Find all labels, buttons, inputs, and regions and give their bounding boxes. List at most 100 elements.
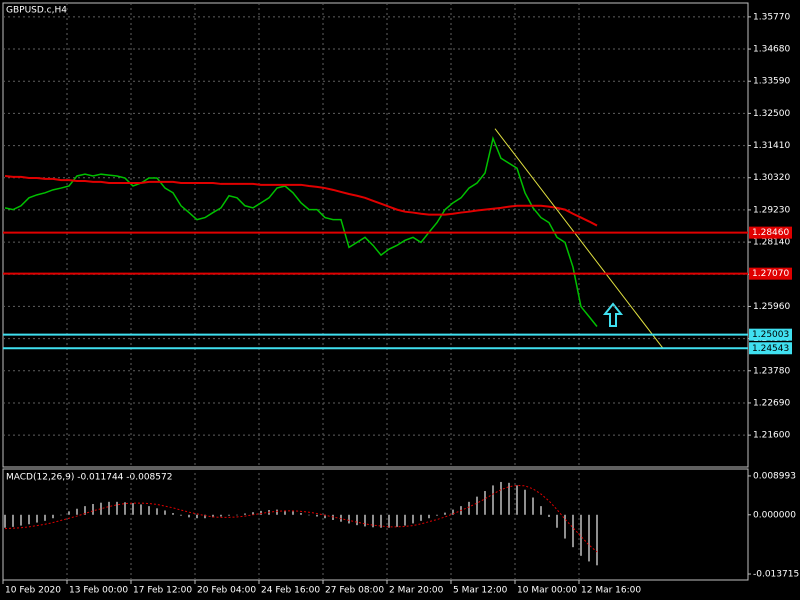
- macd-bar: [4, 514, 6, 528]
- macd-bar: [252, 512, 254, 515]
- x-tick-label: 13 Feb 00:00: [69, 586, 128, 596]
- macd-bar: [156, 508, 158, 515]
- y-tick-label: 0.000000: [753, 510, 796, 520]
- macd-bar: [364, 514, 366, 527]
- macd-bar: [172, 513, 174, 515]
- macd-bar: [588, 514, 590, 562]
- macd-bar: [412, 514, 414, 524]
- macd-title: MACD(12,26,9) -0.011744 -0.008572: [6, 473, 172, 483]
- x-tick-label: 27 Feb 08:00: [325, 586, 384, 596]
- macd-bar: [92, 503, 94, 515]
- x-tick-label: 12 Mar 16:00: [581, 586, 641, 596]
- x-tick-label: 10 Feb 2020: [5, 586, 61, 596]
- y-tick-label: 1.30320: [753, 173, 790, 183]
- buy-arrow: [602, 302, 624, 327]
- macd-bar: [180, 514, 182, 516]
- macd-bar: [220, 514, 222, 517]
- macd-bar: [372, 514, 374, 528]
- trendline: [494, 128, 664, 349]
- macd-bar: [236, 514, 238, 516]
- macd-bar: [564, 514, 566, 539]
- macd-bar: [76, 508, 78, 515]
- macd-bar: [492, 485, 494, 515]
- macd-bar: [324, 514, 326, 519]
- y-tick-label: 1.35770: [753, 12, 790, 22]
- x-tick-label: 24 Feb 16:00: [261, 586, 320, 596]
- macd-bar: [276, 509, 278, 515]
- macd-bar: [396, 514, 398, 527]
- macd-bar: [524, 489, 526, 515]
- y-tick-label: 1.34680: [753, 45, 790, 55]
- macd-bar: [52, 514, 54, 519]
- macd-bar: [140, 504, 142, 515]
- chart-title: GBPUSD.c,H4: [6, 6, 67, 16]
- x-tick-label: 17 Feb 12:00: [133, 586, 192, 596]
- macd-bar: [108, 501, 110, 515]
- macd-bar: [316, 514, 318, 517]
- macd-bar: [292, 511, 294, 515]
- macd-bar: [500, 481, 502, 515]
- macd-bar: [100, 502, 102, 515]
- macd-bar: [452, 509, 454, 515]
- macd-bar: [380, 514, 382, 528]
- macd-bar: [580, 514, 582, 556]
- price-panel: [2, 2, 749, 468]
- macd-bar: [188, 514, 190, 518]
- macd-bar: [60, 514, 62, 516]
- y-tick-label: 1.23780: [753, 366, 790, 376]
- macd-bar: [228, 514, 230, 516]
- x-tick-label: 10 Mar 00:00: [517, 586, 577, 596]
- macd-panel: [2, 468, 749, 581]
- macd-bar: [44, 514, 46, 521]
- macd-bar: [244, 513, 246, 515]
- y-tick-label: 1.28140: [753, 238, 790, 248]
- macd-bar: [308, 514, 310, 516]
- y-tick-label: 1.29230: [753, 205, 790, 215]
- macd-bar: [428, 514, 430, 519]
- level-label-box: [749, 342, 792, 355]
- x-tick-label: 20 Feb 04:00: [197, 586, 256, 596]
- macd-bar: [468, 501, 470, 515]
- macd-bar: [132, 503, 134, 515]
- macd-bar: [20, 514, 22, 526]
- level-label: 1.25003: [752, 330, 789, 340]
- macd-bar: [12, 514, 14, 527]
- macd-bar: [212, 514, 214, 518]
- level-label-box: [749, 328, 792, 341]
- macd-bar: [540, 506, 542, 515]
- macd-bar: [356, 514, 358, 526]
- macd-bar: [260, 510, 262, 515]
- macd-bar: [116, 501, 118, 515]
- y-tick-label: 1.21600: [753, 431, 790, 441]
- price-line: [4, 135, 598, 327]
- y-tick-label: 1.22690: [753, 398, 790, 408]
- macd-bar: [420, 514, 422, 521]
- macd-bar: [444, 512, 446, 515]
- moving-average: [4, 174, 598, 227]
- macd-bar: [204, 514, 206, 519]
- x-tick-label: 5 Mar 12:00: [453, 586, 508, 596]
- x-tick-label: 2 Mar 20:00: [389, 586, 444, 596]
- macd-bar: [436, 514, 438, 516]
- macd-bar: [548, 514, 550, 517]
- macd-bar: [516, 485, 518, 515]
- y-tick-label: 1.33590: [753, 77, 790, 87]
- y-tick-label: 1.31410: [753, 141, 790, 151]
- level-label: 1.24543: [752, 344, 789, 354]
- macd-bar: [596, 514, 598, 566]
- level-label: 1.28460: [752, 228, 789, 238]
- level-label: 1.27070: [752, 269, 789, 279]
- macd-bar: [572, 514, 574, 548]
- y-tick-label: -0.013715: [753, 570, 799, 580]
- macd-bar: [164, 510, 166, 515]
- macd-bar: [532, 497, 534, 515]
- signal-line: [4, 484, 598, 553]
- macd-bar: [124, 502, 126, 515]
- macd-bar: [68, 511, 70, 515]
- level-label-box: [749, 226, 792, 239]
- macd-bar: [148, 506, 150, 515]
- level-label-box: [749, 267, 792, 280]
- macd-bar: [556, 514, 558, 528]
